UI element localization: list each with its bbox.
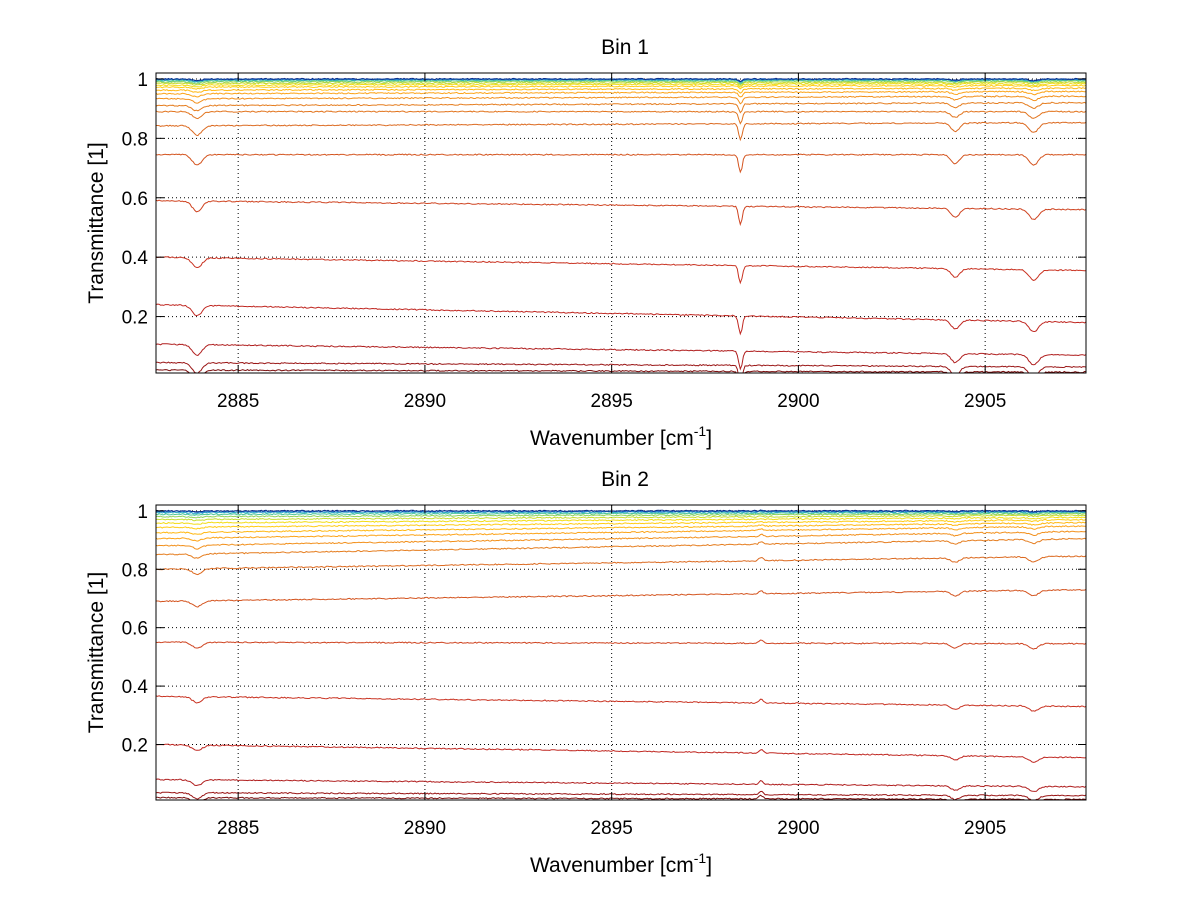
x-axis-label-end: ] (706, 854, 712, 877)
series-line (156, 521, 1086, 535)
x-tick-label: 2900 (777, 818, 819, 839)
y-tick-label: 0.8 (122, 560, 148, 581)
x-axis-label-end: ] (706, 427, 712, 450)
plot-area (156, 73, 1086, 373)
chart-title: Bin 1 (601, 36, 649, 59)
series-line (156, 110, 1086, 125)
x-tick-label: 2900 (777, 391, 819, 412)
series-group (156, 509, 1086, 800)
series-line (156, 90, 1086, 98)
series-line (156, 82, 1086, 88)
series-line (156, 516, 1086, 525)
axes-frame (155, 504, 1087, 801)
series-line (156, 369, 1086, 373)
series-line (156, 303, 1086, 336)
x-axis-label: Wavenumber [cm-1] (530, 850, 712, 877)
series-line (156, 639, 1086, 650)
series-line (156, 509, 1086, 513)
y-tick-label: 0.6 (122, 189, 148, 210)
series-line (156, 518, 1086, 530)
series-line (156, 743, 1086, 763)
series-line (156, 512, 1086, 519)
series-line (156, 199, 1086, 227)
y-tick-label: 0.6 (122, 619, 148, 640)
y-tick-label: 0.2 (122, 308, 148, 329)
chart-1: 2885 2890 2895 2900 2905 0.2 0.4 0.6 0.8 1 Bin 1 Wa… (85, 36, 1087, 450)
y-tick-label: 1 (137, 502, 148, 523)
x-tick-label: 2885 (217, 391, 259, 412)
x-tick-label: 2905 (964, 391, 1006, 412)
x-axis-label: Wavenumber [cm-1] (530, 423, 712, 450)
x-tick-label: 2890 (404, 391, 446, 412)
series-line (156, 84, 1086, 90)
y-tick-label: 0.2 (122, 736, 148, 757)
series-line (156, 588, 1086, 608)
x-tick-label: 2895 (591, 391, 633, 412)
series-line (156, 153, 1086, 174)
series-line (156, 95, 1086, 105)
x-tick-label: 2905 (964, 818, 1006, 839)
series-line (156, 794, 1086, 800)
series-line (156, 343, 1086, 371)
chart-title: Bin 2 (601, 468, 649, 491)
x-axis-label-superscript: -1 (694, 850, 707, 866)
series-line (156, 256, 1086, 285)
y-tick-label: 1 (137, 70, 148, 91)
series-group (156, 77, 1086, 373)
series-line (156, 121, 1086, 142)
series-line (156, 87, 1086, 94)
x-axis-label-text: Wavenumber [cm (530, 427, 694, 450)
series-line (156, 695, 1086, 712)
series-line (156, 79, 1086, 86)
x-tick-label: 2895 (591, 818, 633, 839)
series-line (156, 81, 1086, 86)
x-tick-label: 2890 (404, 818, 446, 839)
series-line (156, 514, 1086, 522)
series-line (156, 511, 1086, 516)
series-line (156, 101, 1086, 114)
y-tick-label: 0.8 (122, 129, 148, 150)
chart-2: 2885 2890 2895 2900 2905 0.2 0.4 0.6 0.8 1 Bin 2 Wa… (85, 468, 1087, 877)
y-tick-label: 0.4 (122, 248, 149, 269)
x-axis-label-superscript: -1 (694, 423, 707, 439)
series-line (156, 555, 1086, 576)
series-line (156, 537, 1086, 559)
x-tick-label: 2885 (217, 818, 259, 839)
series-line (156, 530, 1086, 550)
y-tick-label: 0.4 (122, 677, 149, 698)
series-line (156, 361, 1086, 373)
y-axis-label: Transmittance [1] (85, 572, 108, 733)
series-line (156, 778, 1086, 792)
series-line (156, 790, 1086, 800)
axes-frame (155, 72, 1087, 374)
x-axis-label-text: Wavenumber [cm (530, 854, 694, 877)
y-axis-label: Transmittance [1] (85, 142, 108, 303)
series-line (156, 77, 1086, 83)
series-line (156, 525, 1086, 542)
